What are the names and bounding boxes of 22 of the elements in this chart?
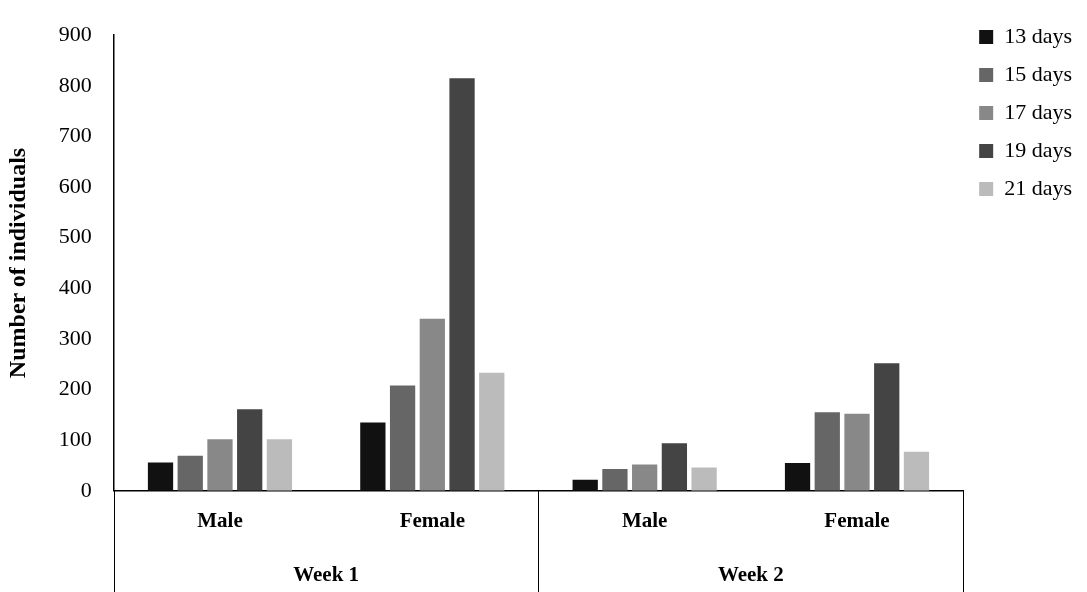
legend-label: 17 days <box>1004 98 1072 124</box>
y-tick-label: 400 <box>58 274 92 300</box>
y-tick-label: 0 <box>80 476 92 502</box>
y-tick-label: 700 <box>58 122 92 148</box>
y-tick-label: 500 <box>58 223 92 249</box>
legend-label: 19 days <box>1004 136 1072 162</box>
x-tick-label: Female <box>824 507 890 532</box>
y-tick-label: 100 <box>58 425 92 451</box>
legend-label: 15 days <box>1004 60 1072 86</box>
text: Week 2 <box>717 562 784 587</box>
text: Week 1 <box>293 562 360 587</box>
y-tick-label: 600 <box>58 172 92 198</box>
y-tick-label: 900 <box>58 20 92 46</box>
y-tick-label: 800 <box>58 71 92 97</box>
y-tick-label: 300 <box>58 324 92 350</box>
y-tick-label: 200 <box>58 375 92 401</box>
x-tick-label: Male <box>197 507 243 532</box>
legend-label: 13 days <box>1004 22 1072 48</box>
x-tick-label: Female <box>399 507 465 532</box>
legend-label: 21 days <box>1004 174 1072 200</box>
y-axis-title: Number of individuals <box>3 147 30 379</box>
x-tick-label: Male <box>621 507 668 532</box>
